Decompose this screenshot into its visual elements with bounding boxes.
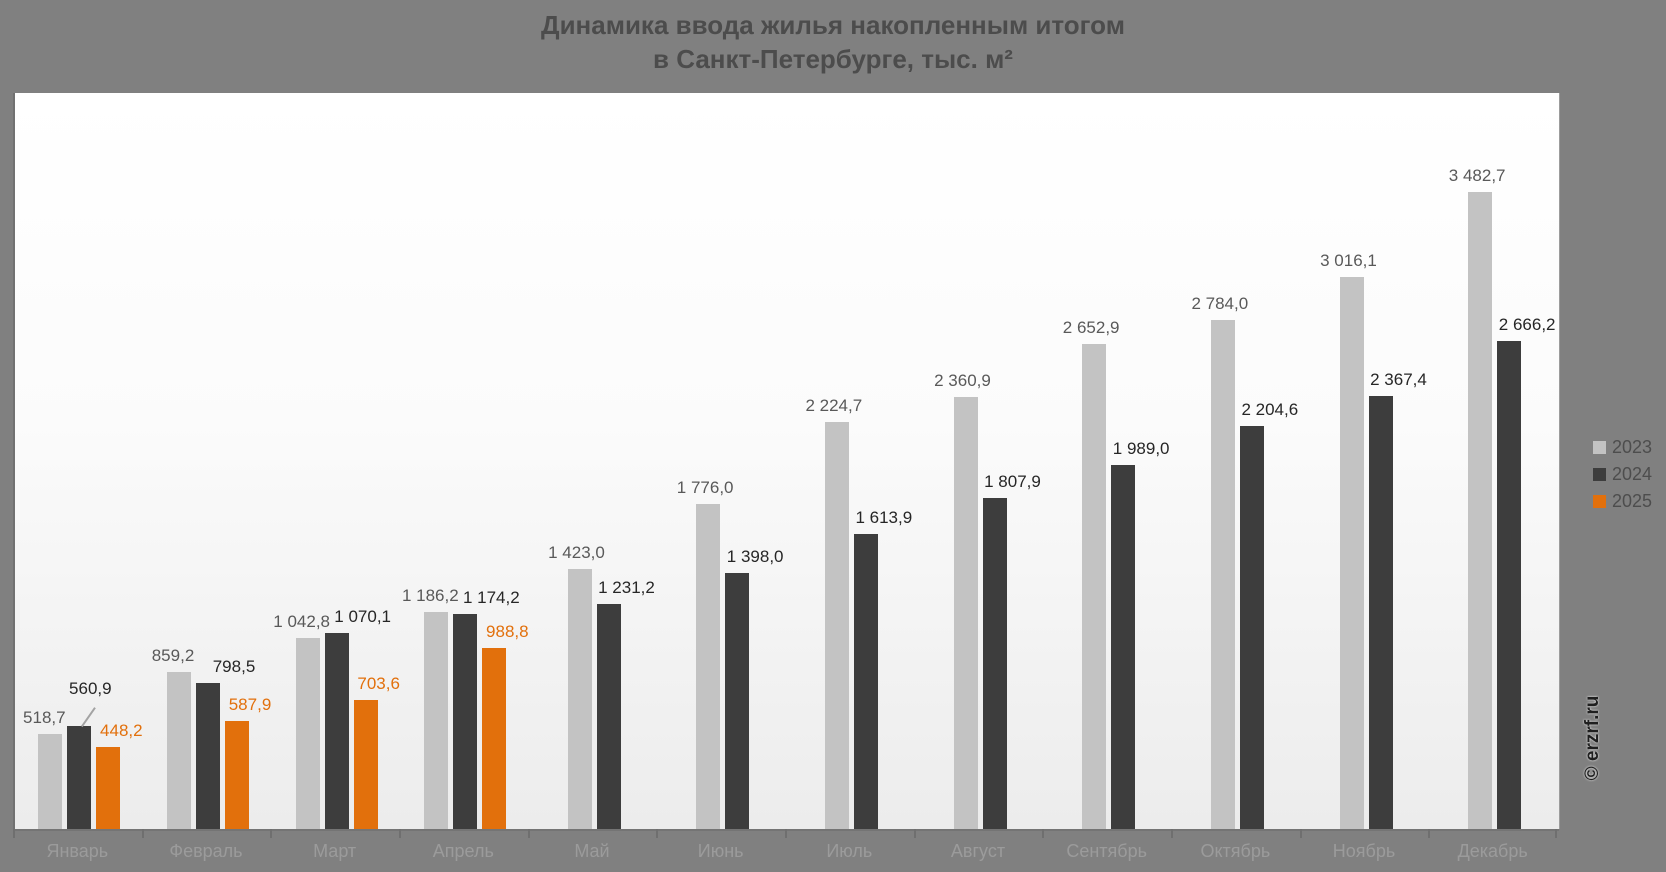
axis-tick [656, 829, 659, 838]
value-label: 448,2 [100, 721, 143, 740]
value-label: 3 016,1 [1320, 251, 1377, 270]
chart-title-line2: в Санкт-Петербурге, тыс. м² [653, 44, 1013, 74]
value-label: 2 224,7 [805, 396, 863, 415]
bar-2024-11 [1368, 396, 1393, 829]
value-label: 2 784,0 [1191, 294, 1249, 313]
value-label: 1 423,0 [548, 543, 605, 562]
x-axis-label: Декабрь [1457, 841, 1528, 861]
watermark: © erzrf.ru [1582, 695, 1603, 781]
value-label: 1 776,0 [676, 478, 734, 497]
bar-2023-12 [1468, 192, 1493, 829]
bar-2025-4 [482, 648, 507, 829]
bar-2025-3 [353, 700, 378, 829]
legend-swatch-icon [1593, 494, 1606, 508]
x-axis-label: Сентябрь [1066, 841, 1147, 861]
bar-2024-12 [1497, 341, 1522, 829]
value-label: 1 613,9 [855, 508, 913, 527]
x-axis-label: Август [950, 841, 1006, 861]
legend-swatch-icon [1593, 467, 1606, 481]
legend-item-2023: 2023 [1593, 436, 1653, 457]
value-label: 703,6 [357, 674, 400, 693]
bar-2023-11 [1339, 277, 1364, 829]
axis-tick [785, 829, 787, 838]
label-leader-line [81, 707, 96, 727]
legend: 2023 2024 2025 [1593, 436, 1653, 511]
x-axis-label: Февраль [169, 841, 243, 861]
legend-swatch-icon [1593, 440, 1606, 454]
x-axis-label: Ноябрь [1332, 841, 1396, 861]
axis-tick [1428, 829, 1431, 838]
bar-2023-9 [1082, 344, 1107, 829]
axis-tick [1171, 829, 1173, 838]
value-label: 1 989,0 [1112, 439, 1170, 458]
x-axis-label: Июнь [697, 841, 744, 861]
value-label: 1 398,0 [726, 547, 784, 566]
x-axis-label: Март [313, 841, 357, 861]
axis-tick [141, 829, 144, 838]
value-label: 988,8 [486, 622, 529, 641]
x-axis-label: Январь [46, 841, 109, 861]
bar-2023-3 [295, 638, 320, 829]
bar-2024-2 [196, 683, 220, 829]
bar-2024-9 [1111, 465, 1136, 829]
x-axis-label: Май [574, 841, 610, 861]
bar-2025-2 [225, 721, 249, 829]
value-label: 3 482,7 [1448, 166, 1506, 185]
axis-tick [270, 829, 273, 838]
bar-2024-10 [1239, 426, 1264, 829]
legend-item-2025: 2025 [1593, 490, 1653, 511]
bar-2023-6 [696, 504, 721, 829]
value-label: 1 807,9 [984, 472, 1041, 491]
value-label: 1 231,2 [598, 578, 655, 597]
axis-tick [399, 829, 401, 838]
axis-tick [1042, 829, 1045, 838]
bar-2024-8 [982, 498, 1007, 829]
value-label: 2 367,4 [1370, 370, 1427, 389]
bar-2023-7 [824, 422, 849, 829]
value-label: 587,9 [228, 695, 272, 714]
bar-2024-4 [453, 614, 478, 829]
bar-2024-1 [67, 726, 92, 829]
value-label: 2 666,2 [1498, 315, 1556, 334]
bar-2023-2 [167, 672, 191, 829]
value-label: 560,9 [69, 679, 112, 698]
legend-item-2024: 2024 [1593, 463, 1653, 484]
x-axis-label: Апрель [432, 841, 494, 861]
value-label: 518,7 [23, 708, 66, 727]
bar-2023-10 [1210, 320, 1235, 829]
axis-tick [13, 829, 15, 838]
x-axis-label: Октябрь [1200, 841, 1271, 861]
value-label: 1 070,1 [334, 607, 392, 626]
bar-2024-5 [596, 604, 621, 829]
chart-title: Динамика ввода жилья накопленным итогом … [0, 8, 1666, 76]
bar-2023-5 [567, 569, 592, 829]
legend-label: 2024 [1612, 463, 1653, 484]
value-label: 2 652,9 [1062, 318, 1120, 337]
bar-2024-3 [324, 633, 349, 829]
bar-2025-1 [96, 747, 121, 829]
axis-tick [1555, 829, 1557, 838]
value-label: 2 204,6 [1241, 400, 1299, 419]
value-label: 1 186,2 [401, 586, 459, 605]
x-axis-label: Июль [826, 841, 873, 861]
axis-tick [527, 829, 530, 838]
value-label: 798,5 [212, 657, 256, 676]
bar-2023-8 [953, 397, 978, 829]
legend-label: 2025 [1612, 490, 1653, 511]
bar-2024-6 [725, 573, 750, 829]
plot-area: 518,7 560,9 448,2 859,2 798,5 587,9 1 042,8 1 0… [13, 93, 1560, 829]
chart-title-line1: Динамика ввода жилья накопленным итогом [541, 10, 1125, 40]
axis-tick [913, 829, 916, 838]
value-label: 1 042,8 [273, 612, 331, 631]
bar-2024-7 [853, 534, 878, 829]
value-label: 2 360,9 [934, 371, 991, 390]
value-label: 859,2 [151, 646, 195, 665]
legend-label: 2023 [1612, 436, 1653, 457]
value-label: 1 174,2 [462, 588, 520, 607]
axis-tick [1299, 829, 1302, 838]
bar-2023-4 [424, 612, 449, 829]
bar-2023-1 [38, 734, 63, 829]
